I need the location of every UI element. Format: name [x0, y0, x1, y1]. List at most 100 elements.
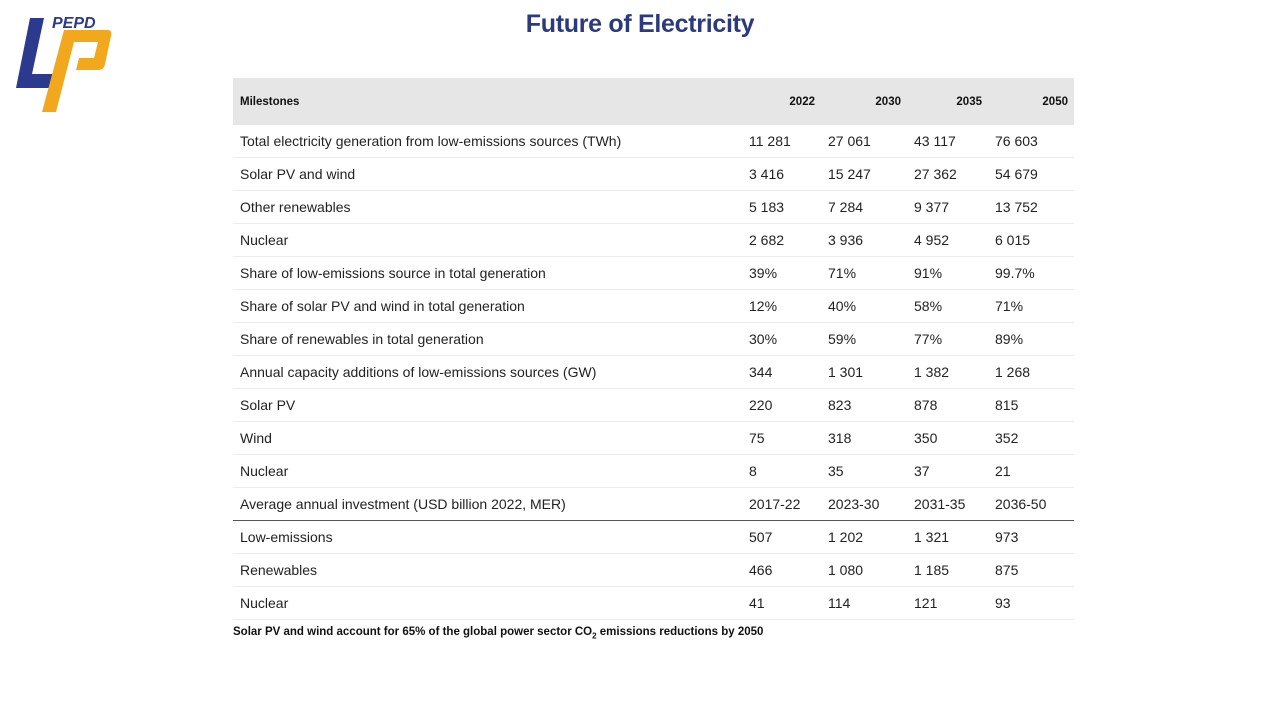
row-value: 12% [742, 289, 821, 323]
row-value: 1 382 [907, 355, 988, 389]
row-value: 7 284 [821, 190, 907, 224]
row-value: 9 377 [907, 190, 988, 224]
row-label: Share of renewables in total generation [233, 322, 742, 356]
row-value: 27 362 [907, 157, 988, 191]
row-label: Low-emissions [233, 520, 742, 554]
table-row: Other renewables 5 183 7 284 9 377 13 75… [233, 190, 1074, 224]
row-value: 1 321 [907, 520, 988, 554]
investment-period: 2017-22 [742, 487, 821, 521]
table-row: Nuclear 8 35 37 21 [233, 454, 1074, 488]
row-value: 27 061 [821, 125, 907, 158]
table-row: Share of renewables in total generation … [233, 322, 1074, 356]
row-value: 878 [907, 388, 988, 422]
row-value: 823 [821, 388, 907, 422]
milestones-table: Milestones 2022 2030 2035 2050 Total ele… [233, 78, 1074, 620]
investment-period: 2031-35 [907, 487, 988, 521]
header-year: 2030 [875, 95, 901, 108]
row-value: 77% [907, 322, 988, 356]
row-label: Nuclear [233, 223, 742, 257]
table-row: Renewables 466 1 080 1 185 875 [233, 553, 1074, 587]
row-label: Solar PV and wind [233, 157, 742, 191]
table-row: Low-emissions 507 1 202 1 321 973 [233, 520, 1074, 554]
row-value: 344 [742, 355, 821, 389]
row-value: 13 752 [988, 190, 1074, 224]
row-value: 39% [742, 256, 821, 290]
row-value: 352 [988, 421, 1074, 455]
row-value: 40% [821, 289, 907, 323]
investment-header-label: Average annual investment (USD billion 2… [233, 487, 742, 521]
table-row: Total electricity generation from low-em… [233, 125, 1074, 158]
investment-period: 2023-30 [821, 487, 907, 521]
row-label: Renewables [233, 553, 742, 587]
milestones-table-container: Milestones 2022 2030 2035 2050 Total ele… [233, 78, 1074, 620]
row-label: Total electricity generation from low-em… [233, 125, 742, 158]
row-label: Solar PV [233, 388, 742, 422]
row-value: 2 682 [742, 223, 821, 257]
footnote-text: Solar PV and wind account for 65% of the… [233, 626, 593, 638]
row-value: 114 [821, 586, 907, 620]
footnote-text-end: emissions reductions by 2050 [596, 626, 764, 638]
row-value: 35 [821, 454, 907, 488]
row-value: 89% [988, 322, 1074, 356]
row-value: 466 [742, 553, 821, 587]
header-milestones: Milestones [240, 95, 300, 108]
row-value: 99.7% [988, 256, 1074, 290]
footnote: Solar PV and wind account for 65% of the… [233, 626, 763, 640]
row-label: Nuclear [233, 586, 742, 620]
row-value: 75 [742, 421, 821, 455]
row-value: 973 [988, 520, 1074, 554]
table-row: Share of solar PV and wind in total gene… [233, 289, 1074, 323]
row-value: 59% [821, 322, 907, 356]
row-value: 507 [742, 520, 821, 554]
row-value: 37 [907, 454, 988, 488]
row-value: 15 247 [821, 157, 907, 191]
header-year: 2050 [1042, 95, 1068, 108]
investment-period: 2036-50 [988, 487, 1074, 521]
row-value: 71% [821, 256, 907, 290]
row-label: Share of solar PV and wind in total gene… [233, 289, 742, 323]
row-label: Share of low-emissions source in total g… [233, 256, 742, 290]
row-label: Other renewables [233, 190, 742, 224]
row-value: 91% [907, 256, 988, 290]
table-row: Solar PV and wind 3 416 15 247 27 362 54… [233, 157, 1074, 191]
row-value: 43 117 [907, 125, 988, 158]
row-value: 93 [988, 586, 1074, 620]
row-value: 318 [821, 421, 907, 455]
row-value: 1 202 [821, 520, 907, 554]
row-value: 6 015 [988, 223, 1074, 257]
row-label: Nuclear [233, 454, 742, 488]
row-label: Wind [233, 421, 742, 455]
table-row: Nuclear 41 114 121 93 [233, 586, 1074, 620]
header-year: 2022 [789, 95, 815, 108]
row-value: 1 185 [907, 553, 988, 587]
logo-text: PEPD [52, 15, 96, 32]
header-year: 2035 [956, 95, 982, 108]
row-label: Annual capacity additions of low-emissio… [233, 355, 742, 389]
row-value: 3 936 [821, 223, 907, 257]
footnote-subscript: 2 [592, 631, 597, 641]
row-value: 4 952 [907, 223, 988, 257]
row-value: 1 080 [821, 553, 907, 587]
table-row: Annual capacity additions of low-emissio… [233, 355, 1074, 389]
row-value: 21 [988, 454, 1074, 488]
row-value: 350 [907, 421, 988, 455]
row-value: 1 301 [821, 355, 907, 389]
row-value: 121 [907, 586, 988, 620]
row-value: 58% [907, 289, 988, 323]
table-row: Nuclear 2 682 3 936 4 952 6 015 [233, 223, 1074, 257]
row-value: 220 [742, 388, 821, 422]
row-value: 875 [988, 553, 1074, 587]
row-value: 71% [988, 289, 1074, 323]
row-value: 41 [742, 586, 821, 620]
row-value: 76 603 [988, 125, 1074, 158]
investment-header-row: Average annual investment (USD billion 2… [233, 487, 1074, 521]
row-value: 815 [988, 388, 1074, 422]
row-value: 30% [742, 322, 821, 356]
row-value: 11 281 [742, 125, 821, 158]
row-value: 3 416 [742, 157, 821, 191]
table-header-row: Milestones 2022 2030 2035 2050 [233, 78, 1074, 125]
pepd-logo: PEPD [12, 12, 116, 116]
row-value: 1 268 [988, 355, 1074, 389]
table-row: Solar PV 220 823 878 815 [233, 388, 1074, 422]
table-row: Wind 75 318 350 352 [233, 421, 1074, 455]
